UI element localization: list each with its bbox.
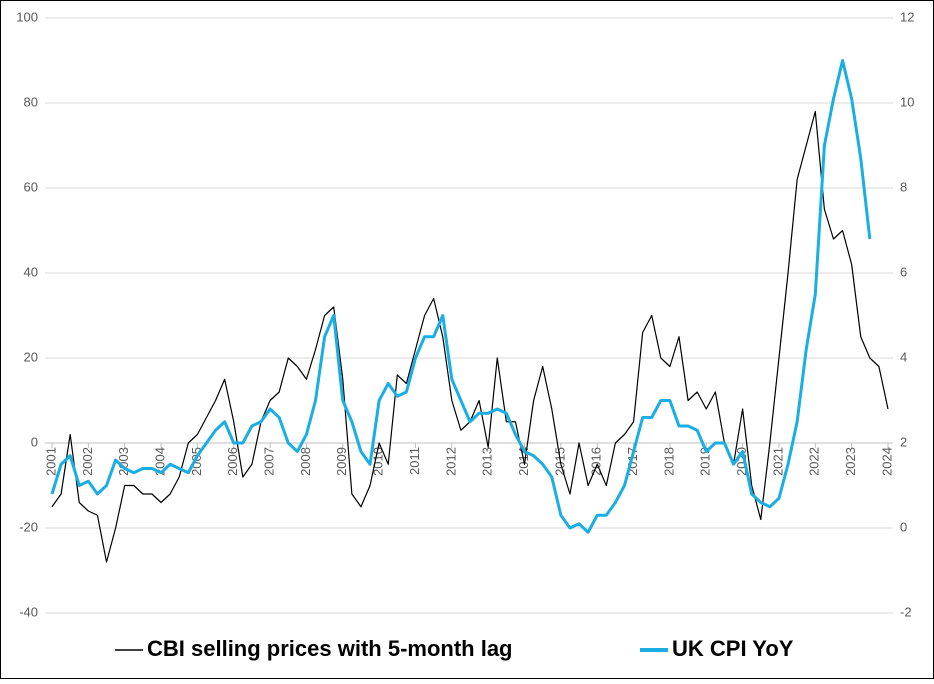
x-tick-label: 2001 xyxy=(43,447,58,476)
x-tick-label: 2021 xyxy=(770,447,785,476)
x-tick-label: 2016 xyxy=(589,447,604,476)
y-tick-label: 80 xyxy=(24,94,38,109)
series-line xyxy=(50,59,872,534)
y2-tick-label: 8 xyxy=(900,179,907,194)
x-tick-label: 2006 xyxy=(225,447,240,476)
y-tick-label: 20 xyxy=(24,349,38,364)
y-tick-label: 60 xyxy=(24,179,38,194)
x-tick-label: 2012 xyxy=(443,447,458,476)
y-tick-label: -20 xyxy=(19,519,38,534)
x-tick-label: 2024 xyxy=(879,447,894,476)
y2-tick-label: 4 xyxy=(900,349,907,364)
y2-tick-label: 12 xyxy=(900,9,914,24)
x-tick-label: 2011 xyxy=(407,447,422,475)
y-tick-label: -40 xyxy=(19,604,38,619)
legend-label: CBI selling prices with 5-month lag xyxy=(147,636,513,661)
x-tick-label: 2002 xyxy=(80,447,95,476)
x-tick-label: 2007 xyxy=(262,447,277,476)
y-tick-label: 0 xyxy=(31,434,38,449)
y2-tick-label: 6 xyxy=(900,264,907,279)
y-tick-label: 100 xyxy=(16,9,38,24)
x-tick-label: 2019 xyxy=(698,447,713,476)
y2-tick-label: 2 xyxy=(900,434,907,449)
x-tick-label: 2008 xyxy=(298,447,313,476)
legend-label: UK CPI YoY xyxy=(672,636,794,661)
x-tick-label: 2009 xyxy=(334,447,349,476)
y2-tick-label: 0 xyxy=(900,519,907,534)
x-tick-label: 2013 xyxy=(480,447,495,476)
x-tick-label: 2022 xyxy=(807,447,822,476)
y2-tick-label: 10 xyxy=(900,94,914,109)
x-tick-label: 2010 xyxy=(371,447,386,476)
x-tick-label: 2023 xyxy=(843,447,858,476)
y2-tick-label: -2 xyxy=(900,604,912,619)
y-tick-label: 40 xyxy=(24,264,38,279)
x-tick-label: 2018 xyxy=(661,447,676,476)
